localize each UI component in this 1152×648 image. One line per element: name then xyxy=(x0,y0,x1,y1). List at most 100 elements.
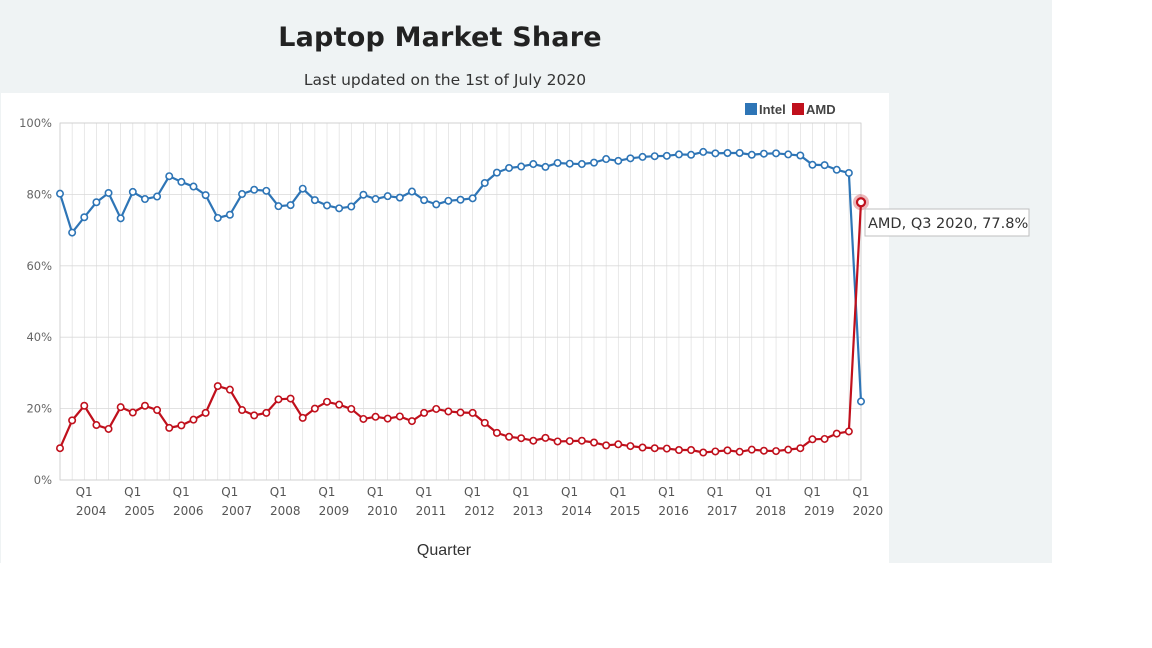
data-point-amd[interactable] xyxy=(832,429,841,438)
data-point-amd[interactable] xyxy=(577,436,586,445)
data-point-amd[interactable] xyxy=(662,444,671,453)
data-point-amd[interactable] xyxy=(407,417,416,426)
data-point-intel[interactable] xyxy=(335,204,344,213)
data-point-intel[interactable] xyxy=(517,162,526,171)
data-point-intel[interactable] xyxy=(80,213,89,222)
data-point-intel[interactable] xyxy=(310,196,319,205)
data-point-amd[interactable] xyxy=(844,427,853,436)
data-point-amd[interactable] xyxy=(602,441,611,450)
data-point-amd[interactable] xyxy=(699,448,708,457)
data-point-amd[interactable] xyxy=(517,434,526,443)
data-point-intel[interactable] xyxy=(432,200,441,209)
data-point-intel[interactable] xyxy=(444,196,453,205)
data-point-amd[interactable] xyxy=(626,442,635,451)
data-point-amd[interactable] xyxy=(92,421,101,430)
data-point-amd[interactable] xyxy=(116,403,125,412)
data-point-intel[interactable] xyxy=(650,152,659,161)
data-point-intel[interactable] xyxy=(383,192,392,201)
legend-item-intel[interactable]: Intel xyxy=(745,102,786,117)
data-point-intel[interactable] xyxy=(614,156,623,165)
data-point-amd[interactable] xyxy=(456,408,465,417)
data-point-amd[interactable] xyxy=(674,446,683,455)
data-point-amd[interactable] xyxy=(492,428,501,437)
data-point-intel[interactable] xyxy=(602,155,611,164)
data-point-intel[interactable] xyxy=(298,184,307,193)
data-point-intel[interactable] xyxy=(796,151,805,160)
data-point-amd[interactable] xyxy=(68,416,77,425)
data-point-intel[interactable] xyxy=(189,182,198,191)
data-point-amd[interactable] xyxy=(80,401,89,410)
data-point-intel[interactable] xyxy=(177,177,186,186)
data-point-amd[interactable] xyxy=(262,408,271,417)
data-point-amd[interactable] xyxy=(772,447,781,456)
data-point-intel[interactable] xyxy=(687,150,696,159)
data-point-amd[interactable] xyxy=(553,437,562,446)
data-point-intel[interactable] xyxy=(626,154,635,163)
data-point-intel[interactable] xyxy=(395,193,404,202)
data-point-amd[interactable] xyxy=(432,404,441,413)
data-point-amd[interactable] xyxy=(468,408,477,417)
data-point-amd[interactable] xyxy=(565,437,574,446)
data-point-amd[interactable] xyxy=(225,385,234,394)
data-point-amd[interactable] xyxy=(286,394,295,403)
data-point-amd[interactable] xyxy=(711,447,720,456)
data-point-intel[interactable] xyxy=(529,160,538,169)
data-point-amd[interactable] xyxy=(796,444,805,453)
data-point-intel[interactable] xyxy=(347,202,356,211)
data-point-amd[interactable] xyxy=(505,432,514,441)
data-point-intel[interactable] xyxy=(104,188,113,197)
data-point-amd[interactable] xyxy=(820,434,829,443)
data-point-intel[interactable] xyxy=(274,202,283,211)
data-point-intel[interactable] xyxy=(541,162,550,171)
data-point-amd[interactable] xyxy=(808,435,817,444)
data-point-amd[interactable] xyxy=(298,413,307,422)
data-point-intel[interactable] xyxy=(747,150,756,159)
data-point-intel[interactable] xyxy=(225,210,234,219)
highlight-point[interactable] xyxy=(855,197,867,208)
data-point-amd[interactable] xyxy=(444,407,453,416)
data-point-amd[interactable] xyxy=(310,404,319,413)
data-point-intel[interactable] xyxy=(772,149,781,158)
data-point-amd[interactable] xyxy=(723,446,732,455)
data-point-amd[interactable] xyxy=(335,400,344,409)
data-point-intel[interactable] xyxy=(674,150,683,159)
data-point-intel[interactable] xyxy=(359,190,368,199)
data-point-intel[interactable] xyxy=(808,160,817,169)
data-point-amd[interactable] xyxy=(638,443,647,452)
data-point-amd[interactable] xyxy=(55,444,64,453)
data-point-amd[interactable] xyxy=(322,397,331,406)
data-point-intel[interactable] xyxy=(856,397,865,406)
data-point-intel[interactable] xyxy=(165,172,174,181)
data-point-amd[interactable] xyxy=(371,412,380,421)
data-point-intel[interactable] xyxy=(638,152,647,161)
data-point-intel[interactable] xyxy=(116,214,125,223)
data-point-amd[interactable] xyxy=(347,404,356,413)
data-point-intel[interactable] xyxy=(723,148,732,157)
data-point-amd[interactable] xyxy=(383,414,392,423)
data-point-amd[interactable] xyxy=(165,423,174,432)
data-point-intel[interactable] xyxy=(262,186,271,195)
data-point-intel[interactable] xyxy=(250,185,259,194)
data-point-amd[interactable] xyxy=(250,411,259,420)
data-point-intel[interactable] xyxy=(699,147,708,156)
data-point-intel[interactable] xyxy=(92,198,101,207)
data-point-amd[interactable] xyxy=(201,408,210,417)
data-point-amd[interactable] xyxy=(128,408,137,417)
data-point-intel[interactable] xyxy=(711,149,720,158)
data-point-amd[interactable] xyxy=(238,406,247,415)
data-point-amd[interactable] xyxy=(589,438,598,447)
data-point-amd[interactable] xyxy=(747,445,756,454)
data-point-intel[interactable] xyxy=(553,158,562,167)
data-point-intel[interactable] xyxy=(480,178,489,187)
data-point-amd[interactable] xyxy=(735,447,744,456)
data-point-amd[interactable] xyxy=(420,408,429,417)
data-point-amd[interactable] xyxy=(395,412,404,421)
data-point-intel[interactable] xyxy=(820,161,829,170)
data-point-intel[interactable] xyxy=(68,228,77,237)
data-point-intel[interactable] xyxy=(662,151,671,160)
data-point-intel[interactable] xyxy=(201,191,210,200)
data-point-intel[interactable] xyxy=(505,163,514,172)
data-point-intel[interactable] xyxy=(759,149,768,158)
data-point-amd[interactable] xyxy=(687,446,696,455)
data-point-intel[interactable] xyxy=(735,148,744,157)
